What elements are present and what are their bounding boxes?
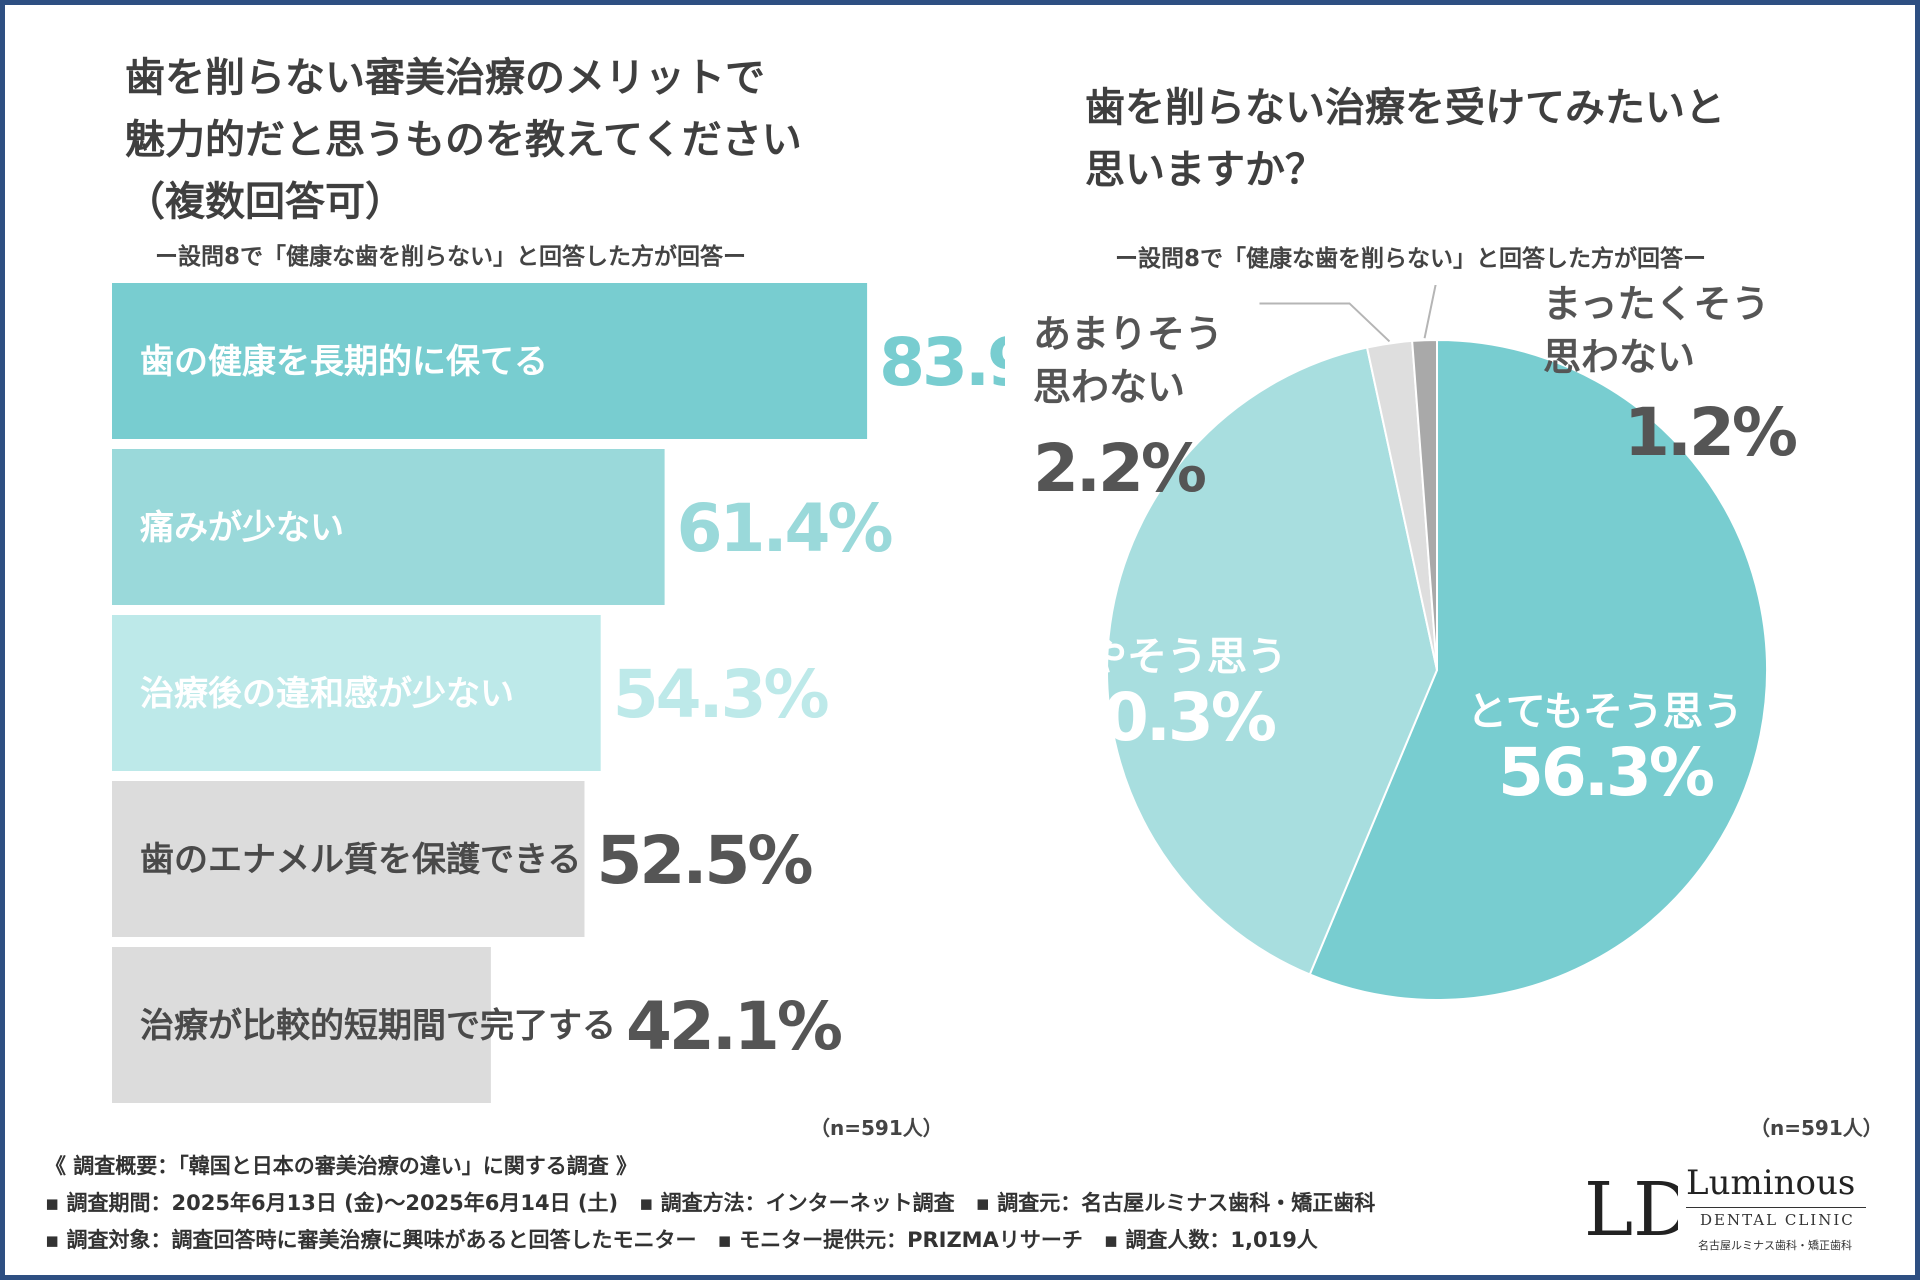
pie-value-4: 1.2% xyxy=(1624,394,1797,471)
survey-period-line: ▪ 調査期間：2025年6月13日 (金)〜2025年6月14日 (土) ▪ 調… xyxy=(45,1191,1376,1215)
pie-label-1: とてもそう思う xyxy=(1467,689,1743,735)
right-title-line-2: 思いますか？ xyxy=(1085,147,1325,193)
bar-1 xyxy=(112,283,868,439)
right-chart-subtitle: ー設問8で「健康な歯を削らない」と回答した方が回答ー xyxy=(1115,246,1707,272)
right-chart-title: 歯を削らない治療を受けてみたいと 思いますか？ xyxy=(1085,77,1725,201)
bar-label-2: 痛みが少ない xyxy=(140,508,344,548)
survey-overview: 《 調査概要：「韓国と日本の審美治療の違い」に関する調査 》 ▪ 調査期間：20… xyxy=(45,1148,1375,1259)
bar-3 xyxy=(112,615,601,771)
left-chart-title: 歯を削らない審美治療のメリットで 魅力的だと思うものを教えてください （複数回答… xyxy=(125,47,802,233)
left-sample-size: （n=591人） xyxy=(810,1116,943,1140)
bar-2 xyxy=(112,449,665,605)
right-title-line-1: 歯を削らない治療を受けてみたいと xyxy=(1085,85,1725,131)
pie-label-4-line-1: まったくそう xyxy=(1543,285,1769,326)
bar-label-3: 治療後の違和感が少ない xyxy=(140,674,514,714)
leader-line-3 xyxy=(1259,302,1391,343)
survey-target-line: ▪ 調査対象：調査回答時に審美治療に興味があると回答したモニター ▪ モニター提… xyxy=(45,1228,1318,1252)
pie-label-3-line-1: あまりそう xyxy=(1033,312,1223,356)
pie-slice-1 xyxy=(1308,338,1768,1001)
logo-mark-text: LD xyxy=(1584,1167,1678,1253)
logo-name: Luminous xyxy=(1686,1163,1856,1203)
pie-label-4-line-2: 思わない xyxy=(1543,335,1695,379)
pie-value-1: 56.3% xyxy=(1498,734,1714,811)
pie-value-3: 2.2% xyxy=(1033,430,1206,507)
clinic-logo: LD Luminous DENTAL CLINIC 名古屋ルミナス歯科・矯正歯科 xyxy=(1560,1145,1880,1275)
pie-label-2: ややそう思う xyxy=(1047,634,1287,680)
bar-value-2: 61.4% xyxy=(677,490,893,567)
leader-line-4 xyxy=(1423,285,1437,339)
logo-japanese-name: 名古屋ルミナス歯科・矯正歯科 xyxy=(1698,1239,1852,1252)
pie-slice-2 xyxy=(1106,346,1439,976)
right-sample-size: （n=591人） xyxy=(1750,1116,1883,1140)
logo-subtitle: DENTAL CLINIC xyxy=(1700,1211,1855,1229)
bar-value-3: 54.3% xyxy=(613,656,829,733)
survey-overview-title: 《 調査概要：「韓国と日本の審美治療の違い」に関する調査 》 xyxy=(45,1154,638,1178)
bar-chart: 歯の健康を長期的に保てる 83.9% 痛みが少ない 61.4% 治療後の違和感が少ない 5… xyxy=(112,283,1005,1103)
logo-divider xyxy=(1686,1207,1866,1208)
pie-slice-4 xyxy=(1411,338,1438,671)
bar-5 xyxy=(112,947,491,1103)
bar-label-5: 治療が比較的短期間で完了する xyxy=(140,1006,616,1046)
bar-value-1: 83.9% xyxy=(879,324,1005,401)
bar-label-1: 歯の健康を長期的に保てる xyxy=(140,342,548,382)
bar-4 xyxy=(112,781,585,937)
bar-value-5: 42.1% xyxy=(626,988,842,1065)
left-title-line-2: 魅力的だと思うものを教えてください xyxy=(125,117,802,163)
left-title-line-3: （複数回答可） xyxy=(125,179,405,225)
left-chart-subtitle: ー設問8で「健康な歯を削らない」と回答した方が回答ー xyxy=(155,244,747,270)
ld-monogram-icon: LD xyxy=(1584,1167,1678,1253)
pie-label-3-line-2: 思わない xyxy=(1033,365,1185,409)
bar-value-4: 52.5% xyxy=(597,822,813,899)
left-title-line-1: 歯を削らない審美治療のメリットで xyxy=(125,55,765,101)
bar-label-4: 歯のエナメル質を保護できる xyxy=(140,840,581,880)
pie-value-2: 40.3% xyxy=(1060,679,1276,756)
